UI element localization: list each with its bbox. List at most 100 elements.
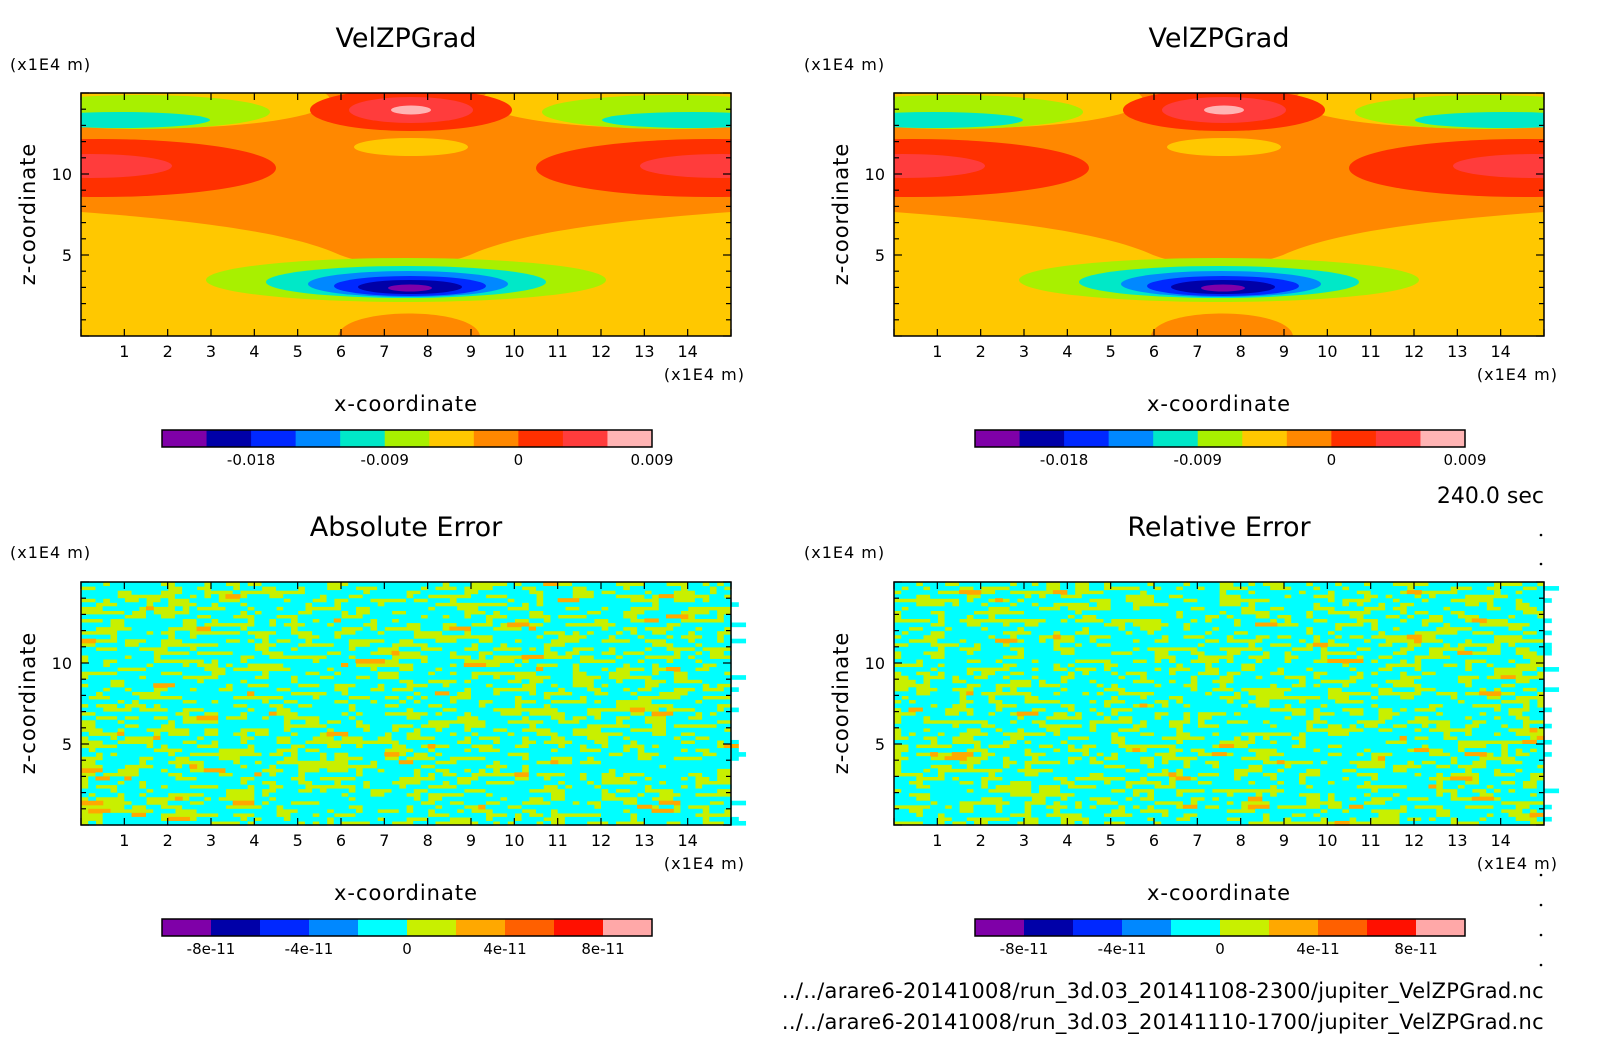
- noise-cell: [369, 707, 393, 713]
- noise-cell: [1298, 719, 1307, 725]
- noise-cell: [413, 804, 436, 810]
- field-yellow-center: [354, 138, 468, 156]
- noise-cell: [930, 606, 938, 611]
- noise-cell: [1305, 663, 1328, 668]
- noise-cell: [362, 711, 371, 717]
- noise-cell: [211, 772, 219, 777]
- noise-cell: [442, 764, 450, 769]
- noise-cell: [1298, 622, 1321, 628]
- noise-cell: [1255, 760, 1263, 765]
- noise-cell: [557, 663, 573, 668]
- noise-cell: [1406, 804, 1415, 810]
- noise-cell: [1190, 764, 1198, 769]
- noise-cell: [1284, 602, 1300, 607]
- noise-cell: [1197, 679, 1213, 684]
- noise-cell: [117, 784, 125, 790]
- noise-cell: [225, 675, 248, 680]
- noise-cell: [211, 614, 234, 620]
- noise-cell: [1507, 752, 1516, 757]
- noise-cell: [189, 610, 205, 615]
- noise-cell: [471, 739, 487, 745]
- noise-cell: [901, 727, 924, 733]
- noise-cell: [694, 598, 703, 603]
- noise-cell: [908, 646, 931, 652]
- noise-cell: [1175, 687, 1184, 692]
- noise-cell: [211, 683, 227, 688]
- noise-cell: [254, 776, 270, 782]
- noise-cell: [716, 723, 725, 729]
- noise-cell: [536, 582, 544, 587]
- noise-cell: [687, 727, 710, 733]
- noise-cell: [723, 634, 732, 640]
- noise-cell: [1103, 630, 1112, 636]
- noise-cell: [1457, 630, 1473, 636]
- noise-cell: [1197, 760, 1206, 765]
- noise-cell: [348, 727, 364, 733]
- noise-cell: [959, 642, 975, 648]
- noise-cell: [1103, 626, 1119, 632]
- noise-cell: [1334, 780, 1350, 786]
- noise-cell: [1450, 654, 1458, 660]
- noise-cell: [1327, 735, 1343, 741]
- noise-cell: [980, 744, 989, 749]
- noise-cell: [1067, 776, 1076, 782]
- noise-cell: [268, 711, 277, 717]
- footer-path-2: ../../arare6-20141008/run_3d.03_20141110…: [782, 1010, 1544, 1035]
- noise-cell: [117, 735, 125, 741]
- noise-cell: [499, 784, 523, 790]
- noise-cell: [1291, 727, 1307, 733]
- noise-cell: [593, 594, 617, 599]
- noise-cell: [1009, 598, 1018, 603]
- noise-cell: [1406, 735, 1415, 741]
- noise-cell: [384, 796, 407, 802]
- noise-cell: [406, 796, 414, 802]
- noise-cell: [930, 804, 946, 810]
- noise-cell: [1125, 764, 1148, 769]
- noise-cell: [680, 667, 696, 672]
- panel-velzpgrad-right: VelZPGrad (x1E4 m): [804, 23, 1557, 469]
- dot: [1539, 533, 1543, 537]
- noise-cell: [1435, 707, 1444, 713]
- noise-cell: [499, 735, 523, 741]
- noise-cell: [247, 594, 270, 599]
- noise-cell: [1139, 699, 1155, 705]
- noise-cell: [153, 772, 169, 777]
- noise-cell: [88, 634, 111, 640]
- noise-cell: [124, 602, 133, 607]
- noise-cell: [629, 748, 638, 753]
- noise-cell: [189, 683, 212, 688]
- noise-cell: [1500, 642, 1509, 648]
- noise-cell: [966, 606, 982, 611]
- noise-cell: [586, 796, 602, 802]
- noise-cell: [1421, 642, 1444, 648]
- tick-marks: [80, 92, 732, 337]
- noise-cell: [1132, 796, 1141, 802]
- noise-cell: [153, 675, 162, 680]
- noise-cell: [1240, 691, 1249, 696]
- noise-cell: [1096, 784, 1119, 790]
- noise-cell: [694, 760, 718, 765]
- noise-cell: [203, 654, 219, 660]
- noise-cell: [666, 784, 682, 790]
- noise-cell: [1146, 695, 1170, 701]
- noise-cell: [1204, 731, 1213, 737]
- noise-cell: [543, 610, 552, 615]
- noise-cell: [377, 699, 400, 705]
- noise-cell: [406, 812, 429, 818]
- noise-cell: [211, 646, 234, 652]
- noise-cell: [637, 622, 660, 628]
- noise-cell: [579, 804, 595, 810]
- colorbar: -0.018 -0.009 0 0.009: [161, 429, 673, 469]
- x-tick-label: 9: [1279, 342, 1289, 361]
- noise-cell: [1255, 642, 1271, 648]
- noise-cell: [499, 630, 523, 636]
- noise-cell: [987, 792, 1011, 798]
- noise-cell: [608, 618, 617, 624]
- noise-cell: [449, 744, 458, 749]
- noise-cell: [413, 707, 422, 713]
- noise-cell: [1450, 671, 1473, 676]
- noise-cell: [1009, 800, 1018, 806]
- noise-cell: [333, 646, 349, 652]
- noise-cell: [153, 776, 176, 782]
- noise-cell: [658, 602, 682, 607]
